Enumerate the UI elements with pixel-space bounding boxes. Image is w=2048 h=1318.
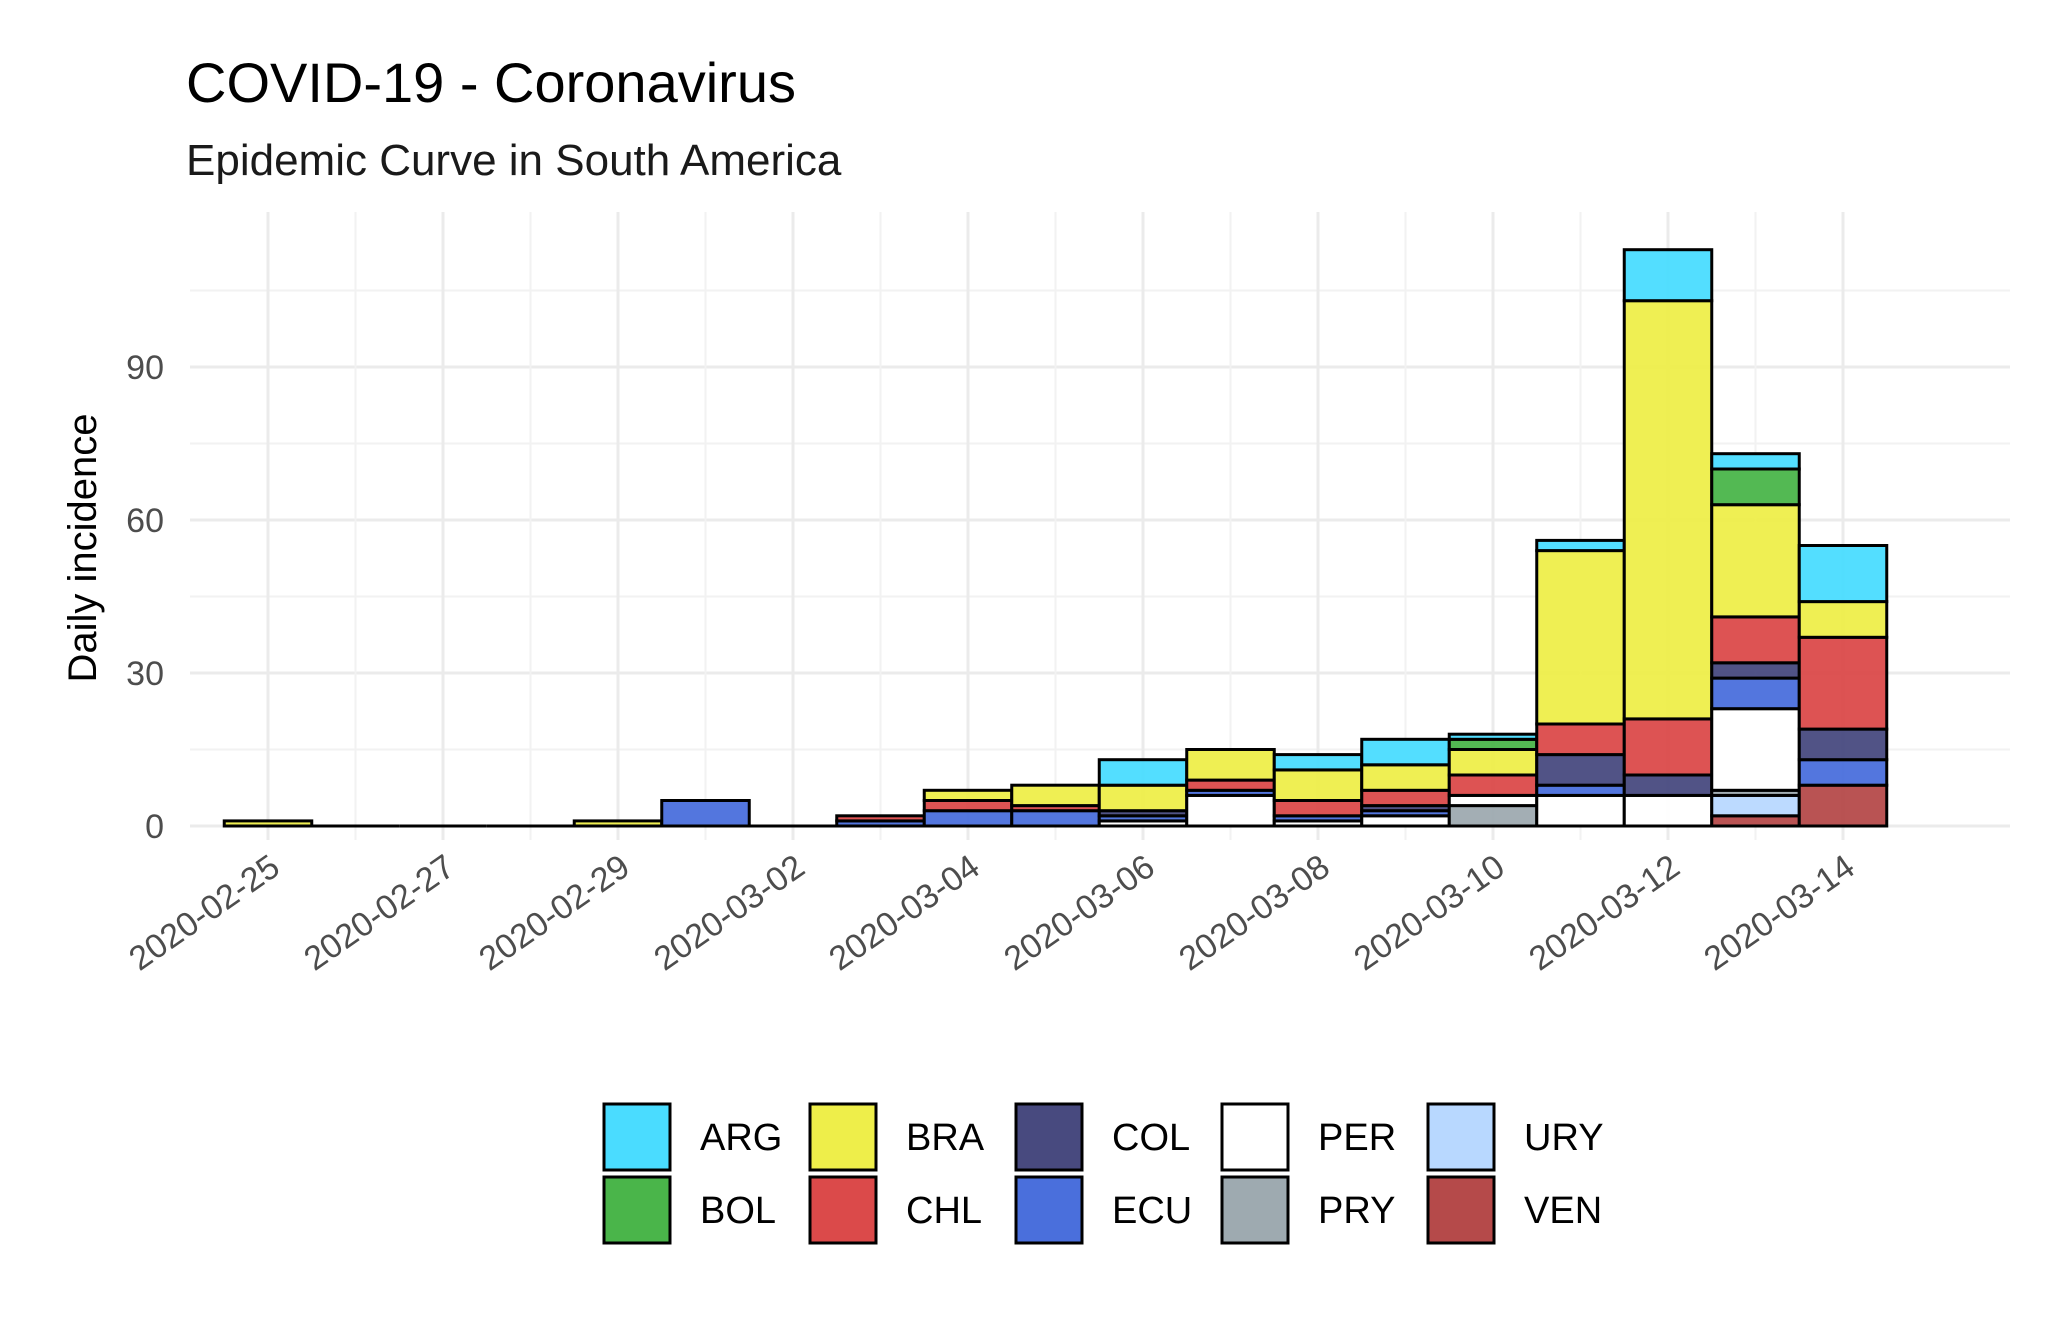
bar-segment-pry-2020-03-10 [1447, 804, 1539, 828]
bars [222, 248, 1889, 828]
bar-segment-ecu-2020-03-11 [1535, 783, 1626, 797]
bar-segment-bra-2020-03-06 [1097, 783, 1189, 813]
bar-segment-col-2020-03-13 [1710, 661, 1801, 680]
bar-segment-chl-2020-03-13 [1710, 615, 1801, 665]
bar-segment-ecu-2020-03-04 [922, 809, 1014, 828]
y-tick-label: 90 [126, 349, 164, 387]
bar-segment-bra-2020-03-09 [1360, 763, 1451, 792]
bar-segment-arg-2020-03-08 [1272, 753, 1364, 772]
bar-segment-ecu-2020-03-05 [1010, 809, 1101, 828]
bar-segment-per-2020-03-13 [1710, 707, 1801, 792]
bar-segment-chl-2020-03-08 [1272, 799, 1364, 818]
bar-segment-per-2020-03-07 [1185, 793, 1276, 828]
legend-label-arg: ARG [700, 1117, 782, 1159]
legend-key-per [1220, 1102, 1290, 1172]
chart-title: COVID-19 - Coronavirus [186, 51, 796, 114]
y-tick-label: 30 [126, 655, 164, 693]
bar-segment-bra-2020-03-08 [1272, 768, 1364, 803]
legend: ARG BOL BRA CHL COL ECU PER PRY URY VEN [602, 1102, 1604, 1245]
legend-label-ury: URY [1524, 1117, 1604, 1159]
bar-segment-bra-2020-03-05 [1010, 783, 1101, 808]
x-tick-label-2020-02-27: 2020-02-27 [297, 847, 461, 978]
bar-segment-bra-2020-03-12 [1622, 299, 1714, 721]
bar-segment-bol-2020-03-10 [1447, 737, 1539, 751]
bar-segment-per-2020-03-12 [1622, 793, 1714, 828]
bar-segment-arg-2020-03-06 [1097, 758, 1189, 787]
y-tick-label: 0 [145, 808, 164, 846]
bar-segment-arg-2020-03-10 [1447, 732, 1539, 741]
bar-segment-per-2020-03-11 [1535, 793, 1626, 828]
bar-segment-arg-2020-03-13 [1710, 452, 1801, 471]
bar-segment-arg-2020-03-11 [1535, 538, 1626, 553]
bar-segment-ecu-2020-03-01 [660, 799, 751, 828]
legend-label-ven: VEN [1524, 1190, 1602, 1232]
bar-segment-chl-2020-03-03 [835, 814, 926, 823]
bar-segment-col-2020-03-14 [1797, 727, 1889, 762]
bar-segment-bra-2020-03-11 [1535, 549, 1626, 726]
legend-key-bra [808, 1102, 878, 1172]
bar-segment-arg-2020-03-14 [1797, 544, 1889, 604]
bar-segment-bra-2020-03-14 [1797, 600, 1889, 639]
bar-segment-chl-2020-03-11 [1535, 722, 1626, 757]
bar-segment-chl-2020-03-07 [1185, 778, 1276, 792]
bar-segment-per-2020-03-10 [1447, 793, 1539, 808]
legend-key-chl [808, 1175, 878, 1245]
legend-key-col [1014, 1102, 1084, 1172]
y-tick-label: 60 [126, 502, 164, 540]
legend-key-ven [1426, 1175, 1496, 1245]
bar-segment-chl-2020-03-10 [1447, 773, 1539, 797]
bar-segment-ecu-2020-03-14 [1797, 758, 1889, 787]
x-axis-ticks: 2020-02-25 2020-02-27 2020-02-29 2020-03-02… [122, 847, 1861, 978]
y-axis-ticks: 0 30 60 90 [126, 349, 164, 846]
bar-segment-ury-2020-03-13 [1710, 793, 1801, 818]
bar-segment-bra-2020-02-29 [572, 819, 664, 828]
x-tick-label-2020-02-25: 2020-02-25 [122, 847, 286, 978]
bar-segment-bra-2020-03-10 [1447, 748, 1539, 777]
bar-segment-chl-2020-03-12 [1622, 717, 1714, 777]
legend-label-chl: CHL [906, 1190, 982, 1232]
legend-key-ury [1426, 1102, 1496, 1172]
bar-segment-chl-2020-03-14 [1797, 635, 1889, 731]
bar-segment-per-2020-03-09 [1360, 814, 1451, 828]
bar-segment-bol-2020-03-13 [1710, 467, 1801, 507]
legend-label-bol: BOL [700, 1190, 776, 1232]
bar-segment-bra-2020-03-04 [922, 788, 1014, 802]
chart-subtitle: Epidemic Curve in South America [186, 136, 842, 185]
x-tick-label-2020-03-06: 2020-03-06 [997, 847, 1161, 978]
y-axis-title: Daily incidence [61, 413, 105, 682]
x-tick-label-2020-03-02: 2020-03-02 [647, 847, 811, 978]
legend-key-arg [602, 1102, 672, 1172]
x-tick-label-2020-03-10: 2020-03-10 [1347, 847, 1511, 978]
legend-label-bra: BRA [906, 1117, 985, 1159]
bar-segment-ven-2020-03-13 [1710, 814, 1801, 828]
legend-label-pry: PRY [1318, 1190, 1395, 1232]
bar-segment-ecu-2020-03-13 [1710, 676, 1801, 711]
bar-segment-arg-2020-03-12 [1622, 248, 1714, 303]
legend-label-ecu: ECU [1112, 1190, 1192, 1232]
legend-key-pry [1220, 1175, 1290, 1245]
x-tick-label-2020-03-12: 2020-03-12 [1522, 847, 1686, 978]
legend-key-bol [602, 1175, 672, 1245]
legend-key-ecu [1014, 1175, 1084, 1245]
bar-segment-bra-2020-03-13 [1710, 503, 1801, 619]
x-tick-label-2020-03-08: 2020-03-08 [1172, 847, 1336, 978]
bar-segment-col-2020-03-11 [1535, 753, 1626, 787]
x-tick-label-2020-03-04: 2020-03-04 [822, 847, 986, 978]
bar-segment-bra-2020-03-07 [1185, 748, 1276, 782]
bar-segment-ven-2020-03-14 [1797, 783, 1889, 828]
bar-segment-chl-2020-03-04 [922, 799, 1014, 813]
bar-segment-arg-2020-03-09 [1360, 737, 1451, 767]
legend-label-col: COL [1112, 1117, 1190, 1159]
x-tick-label-2020-02-29: 2020-02-29 [472, 847, 636, 978]
bar-segment-chl-2020-03-09 [1360, 788, 1451, 808]
bar-segment-bra-2020-02-25 [222, 819, 314, 828]
legend-label-per: PER [1318, 1117, 1396, 1159]
bar-segment-col-2020-03-12 [1622, 773, 1714, 797]
x-tick-label-2020-03-14: 2020-03-14 [1697, 847, 1861, 978]
